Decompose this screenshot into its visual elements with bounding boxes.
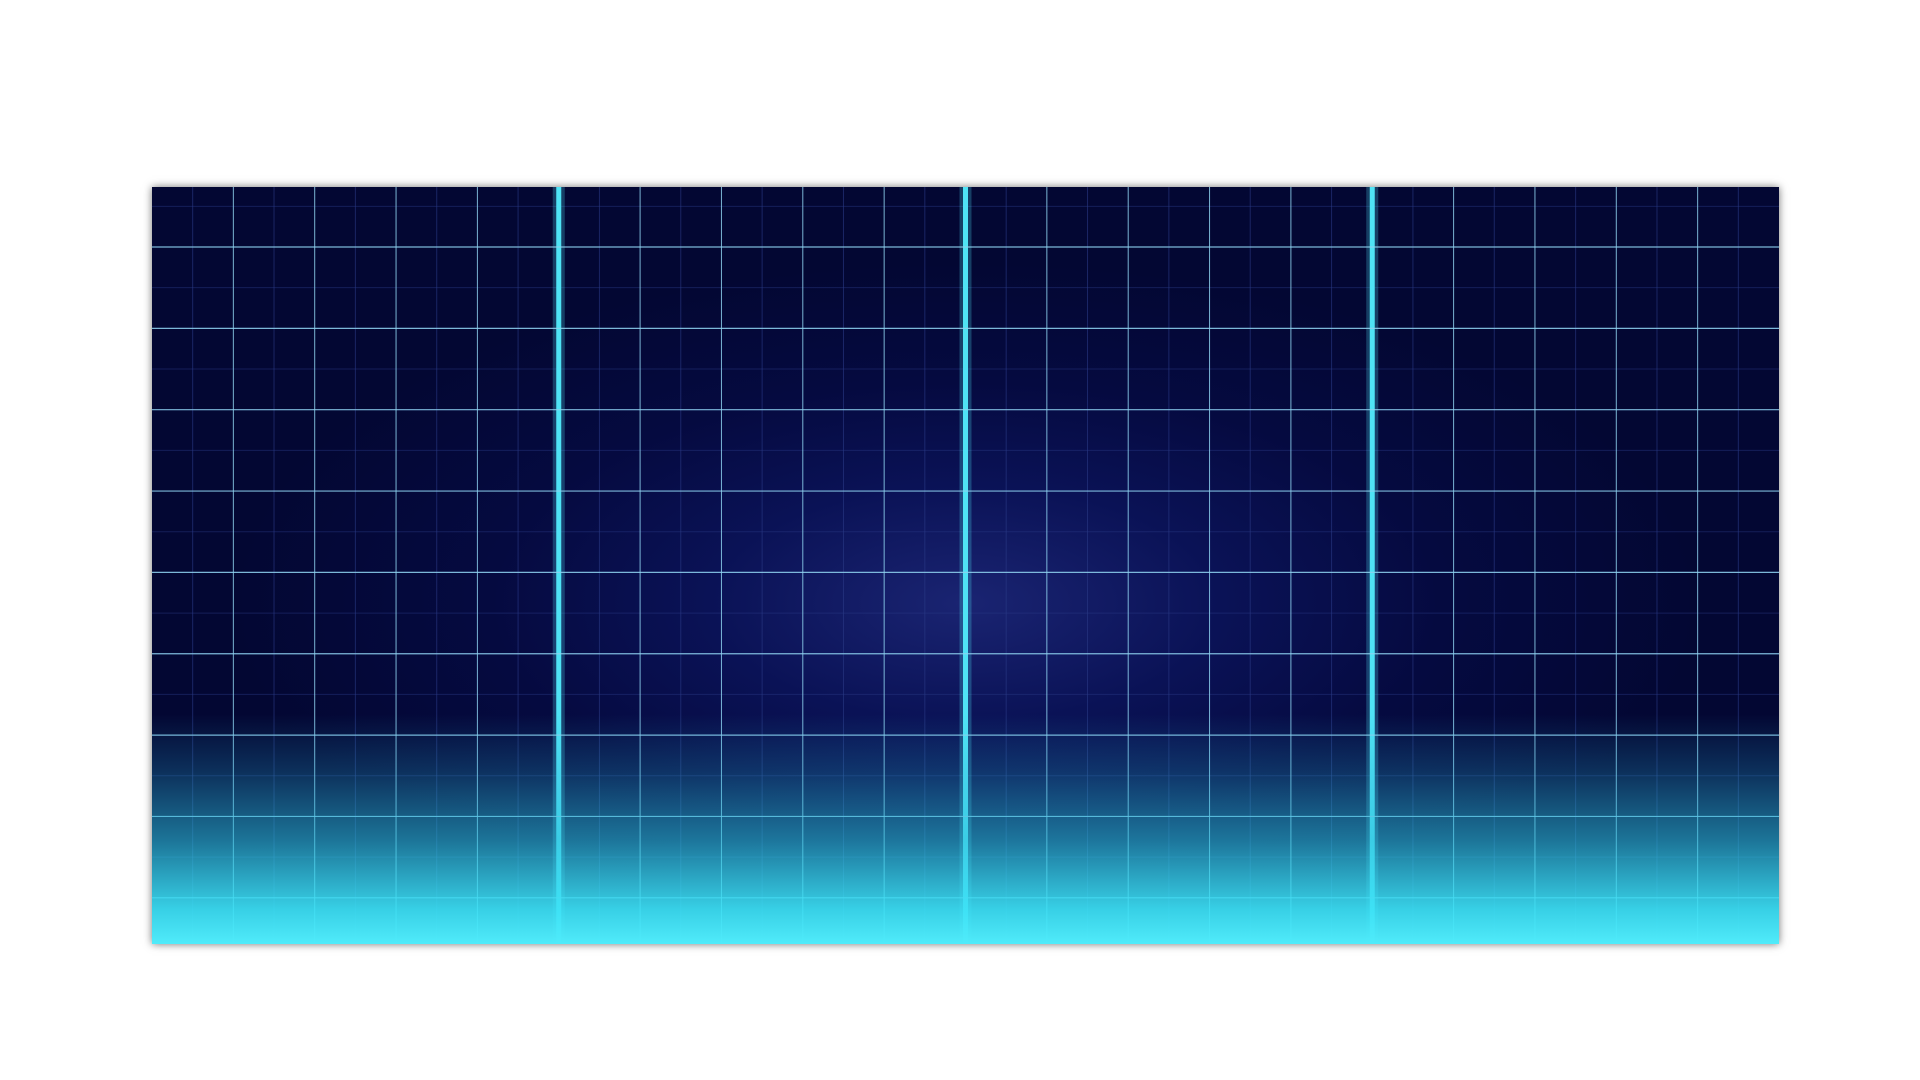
neon-grid-panel (152, 187, 1779, 944)
grid-lines (152, 187, 1779, 944)
